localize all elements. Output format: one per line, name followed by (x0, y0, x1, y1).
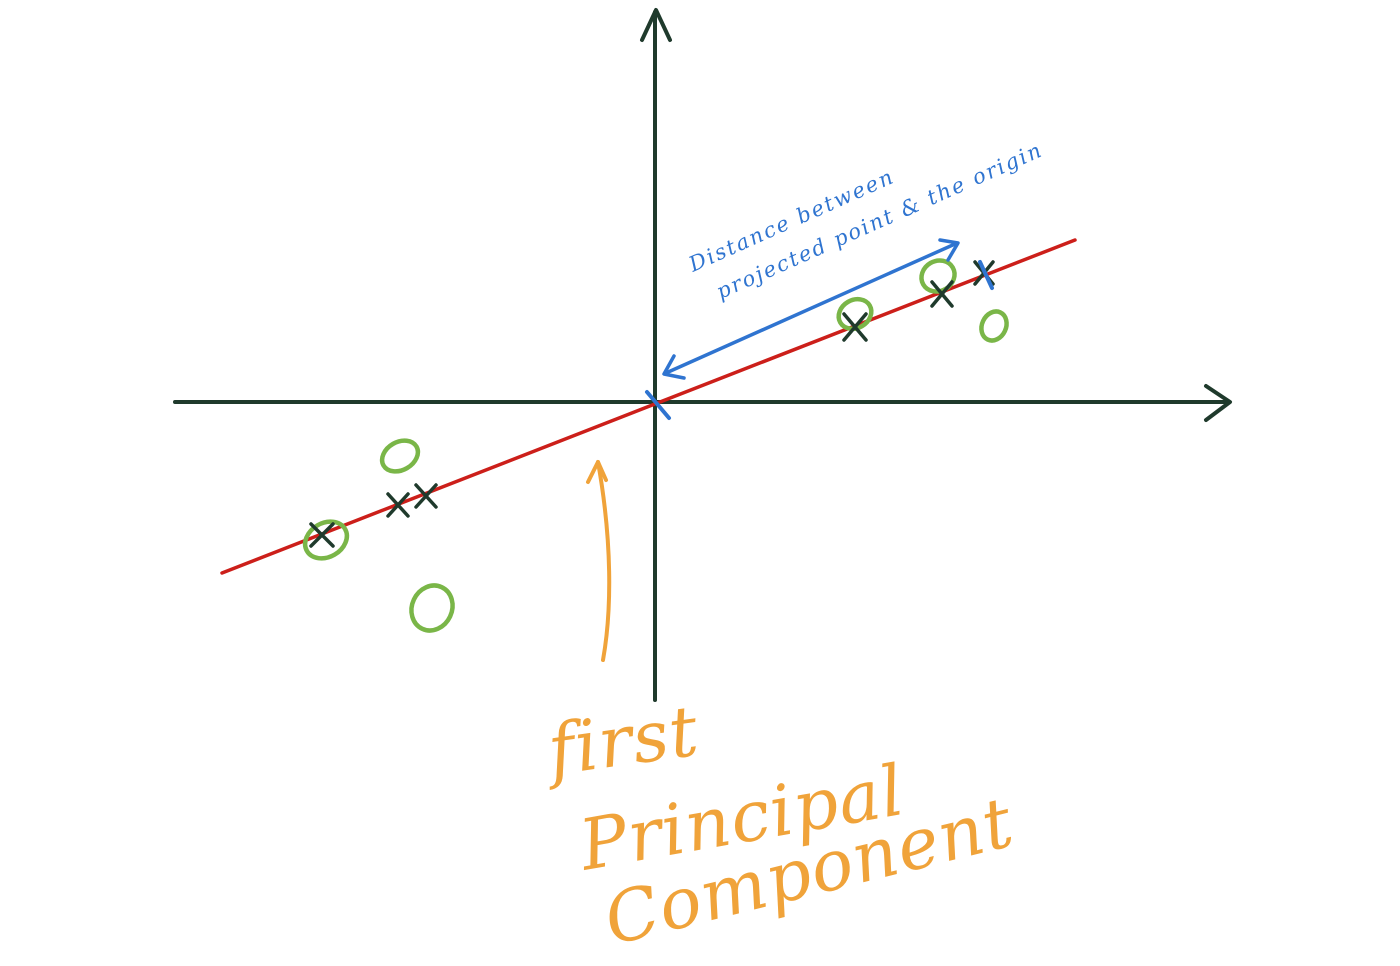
original-point (979, 309, 1009, 343)
distance-arrow (662, 238, 960, 380)
label-arrow-shaft (596, 460, 612, 662)
original-points (302, 258, 1009, 633)
label-line-1: first (538, 690, 704, 793)
distance-arrow-shaft (664, 242, 957, 375)
distance-annotation: Distance between projected point & the o… (684, 138, 1046, 304)
original-point (409, 583, 455, 633)
projected-point-x (842, 312, 868, 342)
x-axis-arrowhead (1204, 384, 1232, 422)
original-point (836, 296, 874, 332)
original-point (379, 438, 421, 474)
projected-point-x (930, 280, 954, 308)
projected-point-x (386, 492, 410, 518)
principal-component-label: first Principal Component (538, 690, 1021, 962)
y-axis-arrowhead (640, 8, 672, 42)
projected-point-x (414, 483, 438, 509)
first-principal-component-line (220, 238, 1077, 575)
label-arrow (586, 460, 612, 662)
axes (173, 8, 1232, 702)
distance-arrowhead-left (662, 354, 686, 380)
original-point (302, 519, 350, 561)
projected-point-x (309, 522, 335, 548)
distance-arrowhead-right (938, 238, 960, 262)
label-arrow-head (586, 460, 608, 484)
projected-point-marker (978, 260, 994, 290)
origin-marker (645, 390, 671, 420)
